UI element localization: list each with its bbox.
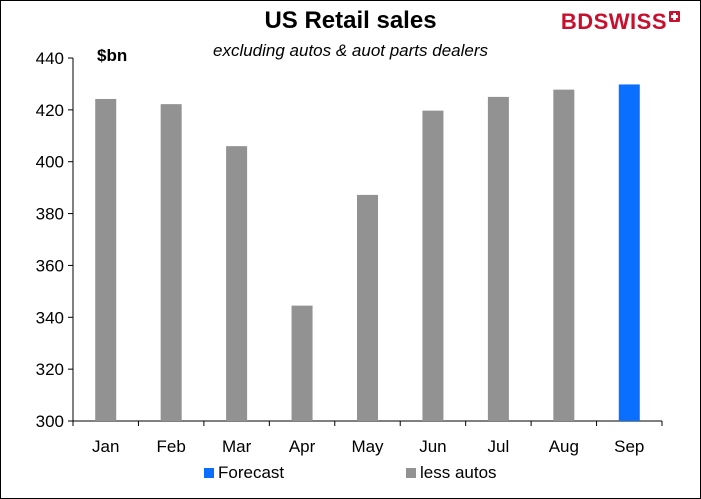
y-tick-label: 440 (36, 49, 64, 68)
x-tick-label: Feb (157, 437, 186, 456)
legend-label: less autos (420, 463, 497, 482)
bdswiss-logo: BD SWISS (561, 9, 680, 35)
legend-swatch (204, 468, 214, 478)
y-axis-unit-label: $bn (97, 46, 128, 65)
y-tick-label: 360 (36, 256, 64, 275)
logo-text-bd: BD (560, 9, 594, 34)
chart-legend: Forecast less autos (1, 463, 700, 487)
bar-less-autos-jun (422, 110, 444, 421)
bar-less-autos-mar (226, 146, 248, 421)
logo-text-swiss: SWISS (593, 9, 667, 34)
bar-forecast-sep (618, 84, 640, 421)
x-tick-label: Sep (614, 437, 644, 456)
bar-less-autos-apr (291, 305, 313, 421)
legend-label: Forecast (218, 463, 285, 482)
bar-less-autos-jul (487, 96, 509, 422)
x-tick-label: May (351, 437, 384, 456)
chart-plot: 300 320 340 360 380 400 420 440 Jan Feb Mar Apr May J… (36, 49, 663, 456)
x-tick-label: Jun (419, 437, 446, 456)
bar-less-autos-may (357, 194, 378, 421)
y-tick-label: 320 (36, 360, 64, 379)
bar-less-autos-aug (553, 89, 575, 421)
x-tick-label: Jul (488, 437, 510, 456)
legend-swatch (406, 468, 416, 478)
x-tick-label: Mar (222, 437, 252, 456)
y-tick-label: 340 (36, 308, 64, 327)
legend-item-forecast: Forecast (204, 463, 284, 483)
x-tick-label: Jan (92, 437, 119, 456)
chart-subtitle: excluding autos & auot parts dealers (212, 41, 488, 60)
y-tick-label: 420 (36, 101, 64, 120)
bar-less-autos-jan (95, 98, 117, 422)
y-tick-label: 400 (36, 153, 64, 172)
legend-item-less-autos: less autos (406, 463, 497, 483)
x-tick-label: Apr (289, 437, 316, 456)
chart-title: US Retail sales (264, 7, 437, 34)
y-tick-label: 380 (36, 205, 64, 224)
swiss-cross-icon (669, 11, 680, 22)
y-tick-label: 300 (36, 412, 64, 431)
x-tick-label: Aug (549, 437, 579, 456)
bar-less-autos-feb (160, 104, 182, 421)
